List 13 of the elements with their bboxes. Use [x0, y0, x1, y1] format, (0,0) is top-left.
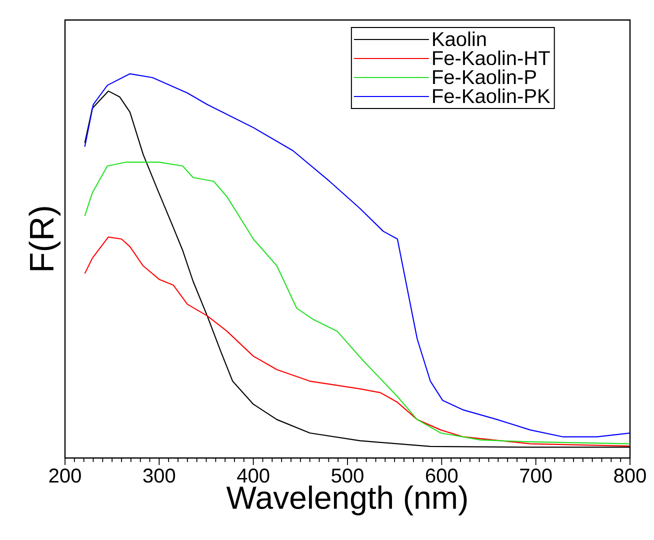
- x-tick-label: 500: [332, 468, 364, 483]
- x-tick-label: 800: [614, 468, 646, 483]
- legend-label: Fe-Kaolin-P: [433, 69, 536, 84]
- legend-label: Fe-Kaolin-HT: [433, 50, 550, 66]
- y-axis-title: F(R): [28, 207, 60, 270]
- legend-label: Kaolin: [433, 32, 486, 46]
- x-tick-label: 300: [143, 468, 176, 483]
- x-axis-title: Wavelength (nm): [226, 486, 467, 516]
- x-tick-label: 600: [426, 468, 458, 483]
- x-tick-label: 400: [237, 468, 270, 483]
- legend-label: Fe-Kaolin-PK: [433, 88, 550, 104]
- x-tick-label: 200: [49, 468, 81, 483]
- x-tick-label: 700: [520, 468, 552, 483]
